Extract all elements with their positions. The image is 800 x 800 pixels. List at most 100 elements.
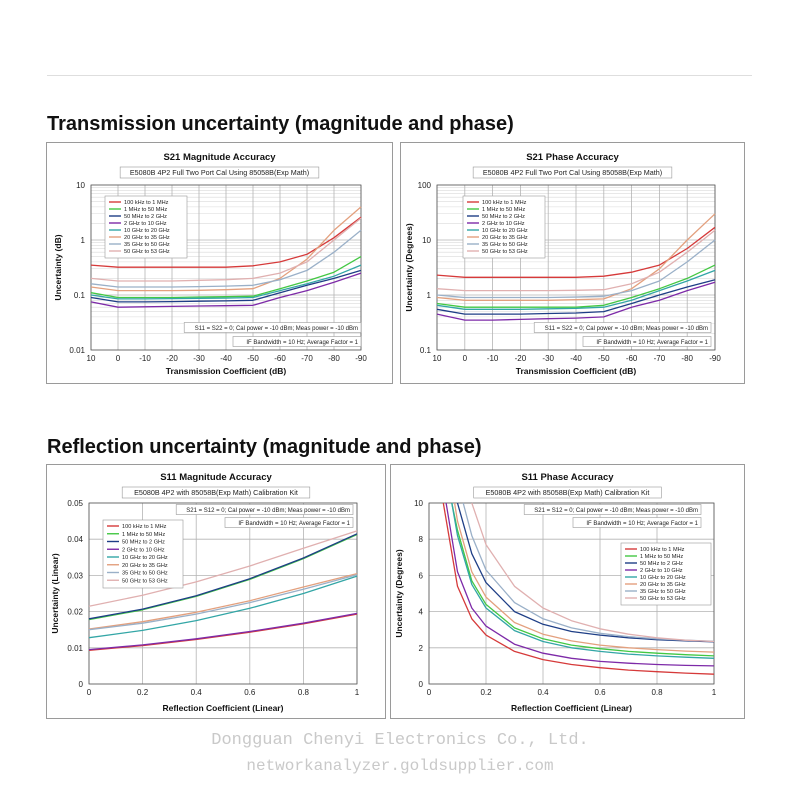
legend-label: 35 GHz to 50 GHz [124, 242, 170, 248]
x-tick-label: 0.6 [594, 688, 606, 697]
y-tick-label: 0.01 [67, 644, 83, 653]
y-tick-label: 0.01 [69, 346, 85, 355]
x-axis-label: Reflection Coefficient (Linear) [163, 703, 284, 713]
x-tick-label: -40 [570, 354, 582, 363]
x-tick-label: 0.8 [298, 688, 310, 697]
series-line [88, 533, 358, 620]
y-tick-label: 4 [419, 608, 424, 617]
x-tick-label: 0 [87, 688, 92, 697]
plot-frame [436, 184, 716, 351]
x-tick-label: -20 [166, 354, 178, 363]
legend-label: 100 kHz to 1 MHz [122, 524, 167, 530]
series-line [451, 502, 715, 657]
series-line [471, 502, 715, 643]
subtitle-box [473, 486, 662, 499]
x-tick-label: 0.4 [537, 688, 549, 697]
series-line [456, 502, 715, 643]
y-axis-label: Uncertainty (Linear) [50, 553, 60, 633]
chart-note: S21 = S12 = 0; Cal power = -10 dBm; Meas… [534, 508, 698, 514]
x-tick-label: -10 [139, 354, 151, 363]
s21-phase-panel: 0.1 1 10 100 10 0 -10 -20 -30 -40 -50 -60 -70 -80 -90 1… [400, 142, 745, 384]
x-tick-label: 0 [427, 688, 432, 697]
y-tick-label: 10 [422, 236, 431, 245]
subtitle-box [119, 166, 320, 179]
series-line [90, 264, 362, 300]
series-line [436, 264, 716, 308]
note-box [224, 517, 354, 528]
x-tick-label: 0.2 [137, 688, 149, 697]
y-tick-label: 1 [427, 291, 432, 300]
note-box [232, 336, 362, 347]
x-axis-label: Transmission Coefficient (dB) [166, 366, 287, 376]
note-box [533, 322, 712, 333]
chart-note: IF Bandwidth = 10 Hz; Average Factor = 1 [596, 340, 708, 346]
top-divider [47, 75, 752, 76]
legend-label: 20 GHz to 35 GHz [122, 563, 168, 569]
legend-label: 50 GHz to 53 GHz [482, 249, 528, 255]
series-line [436, 269, 716, 310]
watermark-site: networkanalyzer.goldsupplier.com [246, 757, 554, 775]
legend-label: 50 MHz to 2 GHz [124, 214, 167, 220]
x-tick-label: -30 [193, 354, 205, 363]
x-tick-label: -70 [654, 354, 666, 363]
series-line [451, 502, 715, 659]
legend-label: 2 GHz to 10 GHz [482, 221, 525, 227]
legend-label: 10 GHz to 20 GHz [640, 575, 686, 581]
y-tick-label: 10 [76, 181, 85, 190]
series-line [462, 502, 715, 642]
legend-label: 35 GHz to 50 GHz [482, 242, 528, 248]
transmission-heading: Transmission uncertainty (magnitude and … [47, 113, 514, 135]
s11-phase-panel: 0 2 4 6 8 10 0 0.2 0.4 0.6 0.8 1 100 kHz to 1 MHz 1 M… [390, 464, 745, 719]
legend-box [102, 519, 184, 589]
x-tick-label: 10 [87, 354, 96, 363]
chart-subtitle: E5080B 4P2 Full Two Port Cal Using 85058… [130, 168, 309, 177]
x-tick-label: 0.6 [244, 688, 256, 697]
y-tick-label: 0.05 [67, 499, 83, 508]
legend-label: 50 GHz to 53 GHz [124, 249, 170, 255]
legend-label: 50 MHz to 2 GHz [640, 561, 683, 567]
x-tick-label: 1 [355, 688, 360, 697]
series-line [436, 239, 716, 299]
y-tick-label: 100 [418, 181, 432, 190]
legend-label: 1 MHz to 50 MHz [482, 207, 525, 213]
legend-label: 50 MHz to 2 GHz [122, 540, 165, 546]
chart-subtitle: E5080B 4P2 Full Two Port Cal Using 85058… [483, 168, 662, 177]
series-line [88, 530, 358, 607]
y-tick-label: 0.03 [67, 571, 83, 580]
x-tick-label: -90 [355, 354, 367, 363]
note-box [523, 504, 702, 515]
series-line [436, 213, 716, 301]
note-box [582, 336, 712, 347]
legend-label: 100 kHz to 1 MHz [482, 200, 527, 206]
x-tick-label: 0 [463, 354, 468, 363]
x-tick-label: -80 [328, 354, 340, 363]
legend-label: 10 GHz to 20 GHz [122, 555, 168, 561]
x-tick-label: -40 [220, 354, 232, 363]
series-line [88, 575, 358, 639]
legend-label: 2 GHz to 10 GHz [124, 221, 167, 227]
y-axis-label: Uncertainty (Degrees) [404, 223, 414, 312]
legend-label: 1 MHz to 50 MHz [122, 532, 165, 538]
series-line [453, 502, 715, 653]
series-line [90, 269, 362, 303]
x-tick-label: -60 [626, 354, 638, 363]
series-line [90, 272, 362, 308]
watermark-company: Dongguan Chenyi Electronics Co., Ltd. [211, 731, 589, 750]
x-tick-label: -10 [487, 354, 499, 363]
chart-note: IF Bandwidth = 10 Hz; Average Factor = 1 [238, 521, 350, 527]
plot-frame [88, 502, 358, 685]
series-line [442, 502, 715, 675]
plot-frame [428, 502, 715, 685]
y-tick-label: 0 [79, 680, 84, 689]
legend-label: 35 GHz to 50 GHz [122, 571, 168, 577]
legend-label: 50 GHz to 53 GHz [640, 596, 686, 602]
x-tick-label: 0.2 [480, 688, 492, 697]
y-axis-label: Uncertainty (Degrees) [394, 549, 404, 638]
x-tick-label: -60 [274, 354, 286, 363]
x-tick-label: 0 [116, 354, 121, 363]
y-tick-label: 0 [419, 680, 424, 689]
legend-label: 20 GHz to 35 GHz [124, 235, 170, 241]
chart-note: S11 = S22 = 0; Cal power = -10 dBm; Meas… [195, 326, 358, 332]
